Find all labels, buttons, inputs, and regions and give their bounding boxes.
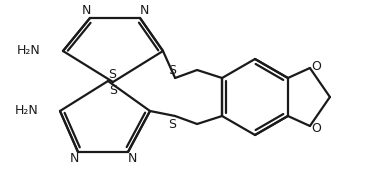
- Text: S: S: [109, 83, 117, 96]
- Text: N: N: [127, 152, 137, 165]
- Text: N: N: [81, 4, 91, 17]
- Text: O: O: [311, 121, 321, 134]
- Text: S: S: [168, 63, 176, 76]
- Text: N: N: [69, 152, 79, 165]
- Text: H₂N: H₂N: [17, 44, 41, 57]
- Text: O: O: [311, 60, 321, 73]
- Text: H₂N: H₂N: [14, 105, 38, 118]
- Text: S: S: [168, 118, 176, 131]
- Text: N: N: [139, 4, 149, 17]
- Text: S: S: [108, 68, 116, 81]
